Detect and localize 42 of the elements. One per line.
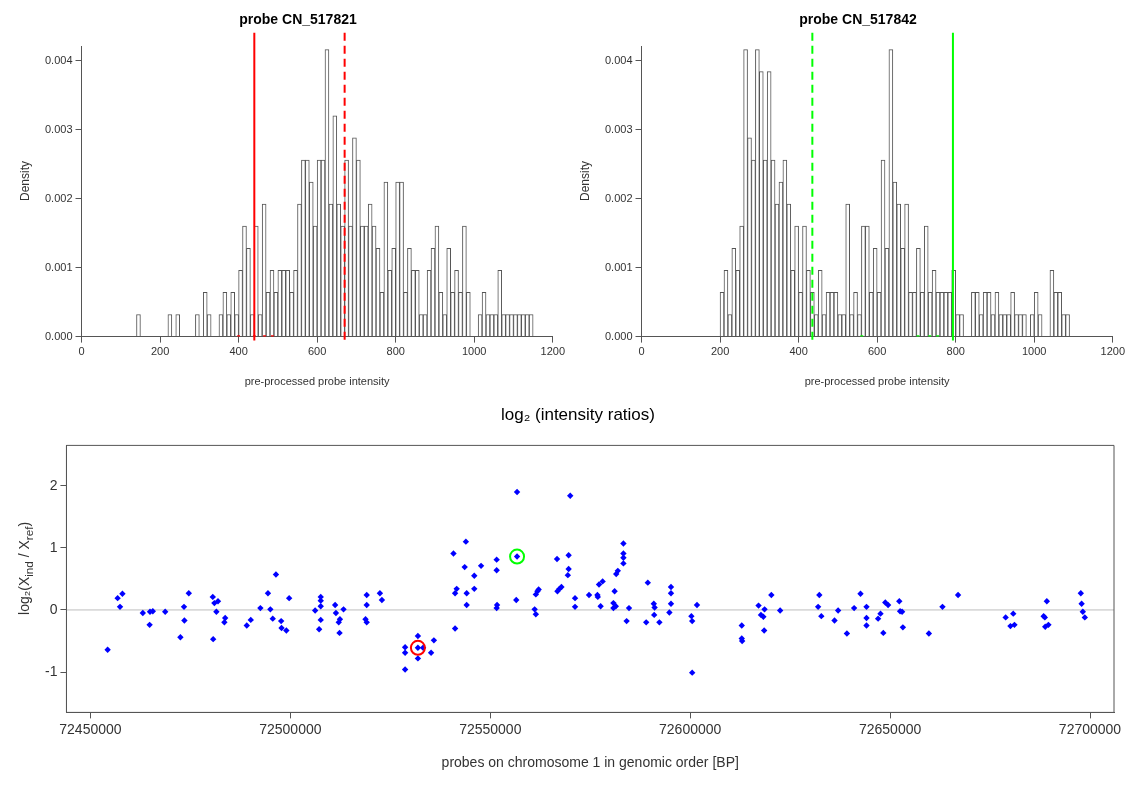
- x-tick-label: 200: [710, 345, 730, 358]
- x-tick-label: 200: [150, 345, 170, 358]
- x-axis-title: probes on chromosome 1 in genomic order [BP]: [441, 754, 739, 771]
- x-tick-label: 72700000: [1058, 720, 1122, 737]
- y-tick-label: 0.003: [45, 122, 73, 135]
- y-tick-label: 0.000: [605, 329, 633, 342]
- y-tick-label: 0.004: [45, 53, 73, 66]
- y-tick-label: 0.001: [605, 260, 633, 273]
- x-tick-label: 600: [307, 345, 327, 358]
- x-tick-label: 400: [789, 345, 808, 358]
- x-tick-label: 800: [946, 345, 965, 358]
- x-tick-label: 72600000: [659, 720, 722, 737]
- y-axis-title: Density: [18, 160, 33, 201]
- chart-title: probe CN_517821: [239, 11, 357, 28]
- y-tick-label: 0.000: [45, 329, 73, 342]
- y-tick-label: 1: [49, 538, 58, 555]
- x-tick-label: 72550000: [459, 720, 522, 737]
- chart-title: log₂ (intensity ratios): [501, 404, 655, 424]
- y-tick-label: 0.002: [605, 191, 633, 204]
- x-tick-label: 72500000: [259, 720, 322, 737]
- y-tick-label: 0.003: [605, 122, 633, 135]
- y-tick-label: 0.001: [45, 260, 73, 273]
- x-tick-label: 1000: [461, 345, 487, 358]
- x-tick-label: 600: [867, 345, 887, 358]
- x-tick-label: 800: [386, 345, 405, 358]
- y-tick-label: 2: [49, 476, 58, 493]
- x-tick-label: 0: [638, 345, 645, 358]
- y-tick-label: 0.004: [605, 53, 633, 66]
- x-tick-label: 72650000: [858, 720, 922, 737]
- chart-title: probe CN_517842: [799, 11, 917, 28]
- x-tick-label: 72450000: [59, 720, 122, 737]
- x-tick-label: 1200: [540, 345, 566, 358]
- x-axis-title: pre-processed probe intensity: [244, 375, 391, 388]
- x-axis-title: pre-processed probe intensity: [804, 375, 951, 388]
- y-tick-label: 0: [49, 600, 58, 617]
- x-tick-label: 0: [78, 345, 85, 358]
- x-tick-label: 1200: [1100, 345, 1126, 358]
- x-tick-label: 400: [229, 345, 248, 358]
- y-tick-label: 0.002: [45, 191, 73, 204]
- x-tick-label: 1000: [1021, 345, 1047, 358]
- y-tick-label: -1: [45, 662, 58, 679]
- y-axis-title: Density: [578, 160, 593, 201]
